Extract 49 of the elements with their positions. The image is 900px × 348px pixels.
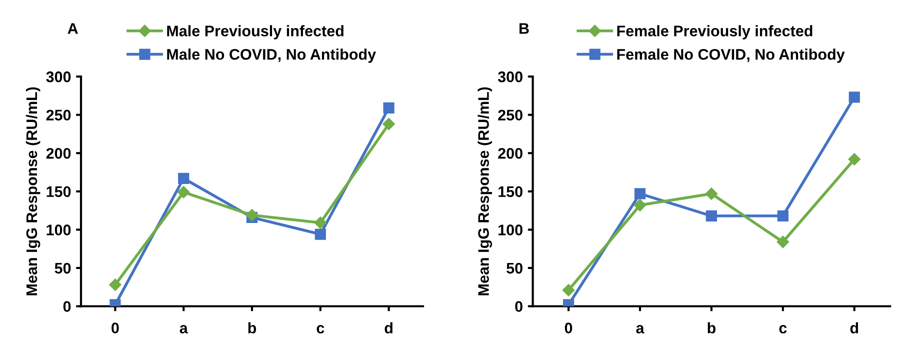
point <box>776 236 790 248</box>
legend-label: Male No COVID, No Antibody <box>167 48 376 63</box>
point <box>848 92 860 103</box>
legend-label: Male Previously infected <box>167 25 344 40</box>
point <box>706 210 718 222</box>
x-tick-label: 0 <box>564 322 572 334</box>
y-tick-label: 100 <box>46 224 71 236</box>
point <box>634 188 646 200</box>
y-tick-label: 250 <box>498 110 522 121</box>
y-tick-label: 100 <box>498 224 522 236</box>
x-tick-label: b <box>248 322 256 334</box>
chart-title: B <box>520 23 529 34</box>
x-tick-label: a <box>180 325 188 334</box>
chart-title: A <box>68 23 78 34</box>
point <box>634 199 646 212</box>
legend-label: Female No COVID, No Antibody <box>617 48 845 63</box>
point <box>562 284 575 296</box>
legend-label: Female Previously infected <box>617 25 812 40</box>
point <box>777 210 788 222</box>
x-tick-label: c <box>316 325 324 334</box>
y-tick-label: 0 <box>515 301 522 312</box>
y-tick-label: 150 <box>46 186 71 198</box>
point <box>246 209 258 222</box>
x-tick-label: c <box>779 325 787 334</box>
point <box>705 188 718 200</box>
point <box>382 118 395 130</box>
y-tick-label: 300 <box>498 71 522 82</box>
y-tick-label: 50 <box>506 262 522 274</box>
point <box>383 102 394 114</box>
y-tick-label: 0 <box>63 301 71 312</box>
y-axis-title: Mean IgG Response (RU/mL) <box>478 87 492 296</box>
point <box>314 228 326 240</box>
x-tick-label: b <box>708 322 716 334</box>
x-tick-label: 0 <box>112 322 119 334</box>
point <box>109 278 122 291</box>
point <box>314 216 326 229</box>
y-tick-label: 250 <box>46 110 71 121</box>
y-tick-label: 50 <box>54 262 71 274</box>
x-tick-label: d <box>850 322 858 334</box>
y-tick-label: 300 <box>46 71 71 82</box>
point <box>848 153 860 166</box>
y-tick-label: 200 <box>46 148 71 159</box>
x-tick-label: a <box>636 325 644 334</box>
point <box>178 172 190 184</box>
point <box>178 186 190 198</box>
y-axis-title: Mean IgG Response (RU/mL) <box>26 87 40 296</box>
x-tick-label: d <box>384 322 392 334</box>
y-tick-label: 200 <box>498 148 522 159</box>
y-tick-label: 150 <box>498 186 522 198</box>
